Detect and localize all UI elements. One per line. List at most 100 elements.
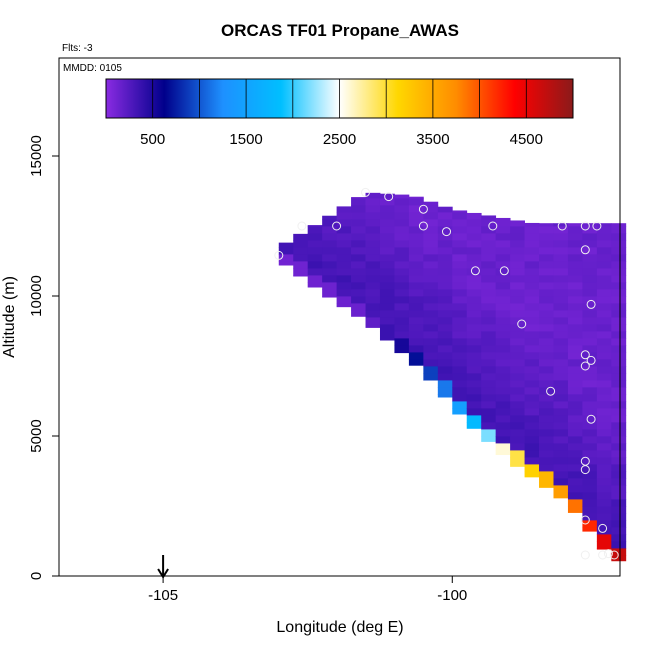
heatmap-cell (611, 352, 627, 360)
heatmap-cell (596, 492, 612, 500)
heatmap-cell (452, 268, 468, 276)
heatmap-cell (437, 366, 453, 374)
heatmap-cell (567, 387, 583, 395)
heatmap-cell (466, 261, 482, 269)
heatmap-cell (452, 366, 468, 374)
heatmap-cell (596, 233, 612, 241)
heatmap-cell (452, 303, 468, 311)
heatmap-cell (336, 219, 352, 227)
heatmap-cell (567, 422, 583, 430)
heatmap-cell (322, 219, 338, 227)
heatmap-cell (611, 289, 627, 297)
heatmap-cell (307, 282, 323, 288)
heatmap-cell (611, 317, 627, 325)
heatmap-cell (510, 247, 525, 255)
heatmap-cell (582, 478, 598, 486)
heatmap-cell (394, 282, 410, 290)
heatmap-cell (596, 223, 612, 227)
heatmap-cell (611, 464, 627, 472)
heatmap-cell (481, 317, 497, 325)
heatmap-cell (567, 499, 583, 507)
heatmap-cell (408, 261, 424, 269)
heatmap-cell (322, 247, 338, 255)
heatmap-cell (495, 387, 511, 395)
flight-track-point (586, 414, 596, 424)
heatmap-cell (481, 338, 497, 346)
heatmap-cell (567, 303, 583, 311)
heatmap-cell (611, 282, 627, 290)
heatmap-cell (582, 401, 598, 409)
heatmap-cell (351, 275, 366, 283)
heatmap-cell (524, 310, 540, 318)
heatmap-cell (553, 387, 569, 395)
heatmap-cell (539, 268, 554, 276)
heatmap-cell (423, 205, 439, 213)
heatmap-cell (452, 226, 468, 234)
heatmap-cell (495, 275, 511, 283)
heatmap-cell (539, 282, 554, 290)
heatmap-cell (596, 331, 612, 339)
heatmap-cell (394, 289, 410, 297)
heatmap-cell (582, 506, 598, 514)
heatmap-cell (394, 226, 410, 234)
heatmap-cell (336, 289, 352, 297)
heatmap-cell (495, 408, 511, 416)
heatmap-cell (582, 450, 598, 458)
heatmap-cell (379, 233, 395, 241)
heatmap-cell (567, 366, 583, 374)
heatmap-cell (567, 338, 583, 346)
heatmap-cell (611, 345, 627, 353)
heatmap-cell (567, 492, 583, 500)
heatmap-cell (596, 373, 612, 381)
heatmap-cell (524, 436, 540, 444)
heatmap-cell (582, 254, 598, 262)
heatmap-cell (567, 471, 583, 479)
heatmap-cell (322, 289, 338, 297)
chart-title: ORCAS TF01 Propane_AWAS (221, 21, 459, 40)
heatmap-cell (481, 422, 497, 430)
heatmap-cell (596, 352, 612, 360)
flight-track-point (580, 550, 590, 560)
heatmap-cell (582, 492, 598, 500)
heatmap-cell (611, 492, 627, 500)
heatmap-cell (596, 338, 612, 346)
heatmap-cell (524, 331, 540, 339)
heatmap-cell (495, 331, 511, 339)
heatmap-cell (524, 324, 540, 332)
heatmap-cell (495, 401, 511, 409)
heatmap-cell (510, 275, 525, 283)
heatmap-cell (611, 275, 627, 283)
heatmap-cell (596, 499, 612, 507)
heatmap-cell (611, 373, 627, 381)
heatmap-cell (611, 303, 627, 311)
heatmap-cell (437, 310, 453, 318)
heatmap-cell (466, 338, 482, 346)
heatmap-cell (524, 380, 540, 388)
heatmap-cell (611, 450, 627, 458)
heatmap-cell (423, 366, 439, 374)
heatmap-cell (466, 240, 482, 248)
heatmap-cell (481, 261, 497, 269)
heatmap-cell (394, 296, 410, 304)
heatmap-cell (452, 247, 468, 255)
flight-track-point (580, 245, 590, 255)
heatmap-cell (408, 233, 424, 241)
heatmap-cell (394, 205, 410, 213)
colorbar-tick-label: 3500 (416, 131, 449, 148)
heatmap-cell (582, 247, 598, 255)
flight-track-point (332, 221, 342, 231)
heatmap-cell (495, 254, 511, 262)
heatmap-cell (553, 450, 569, 458)
heatmap-cell (596, 303, 612, 311)
heatmap-cell (596, 366, 612, 374)
heatmap-cell (495, 380, 511, 388)
heatmap-cell (567, 450, 583, 458)
heatmap-cell (510, 282, 525, 290)
heatmap-cell (596, 275, 612, 283)
heatmap-cell (495, 436, 511, 444)
colorbar-tick-label: 2500 (323, 131, 356, 148)
heatmap-cell (524, 401, 540, 409)
heatmap-cell (495, 338, 511, 346)
heatmap-cell (567, 233, 583, 241)
heatmap-cell (394, 212, 410, 220)
